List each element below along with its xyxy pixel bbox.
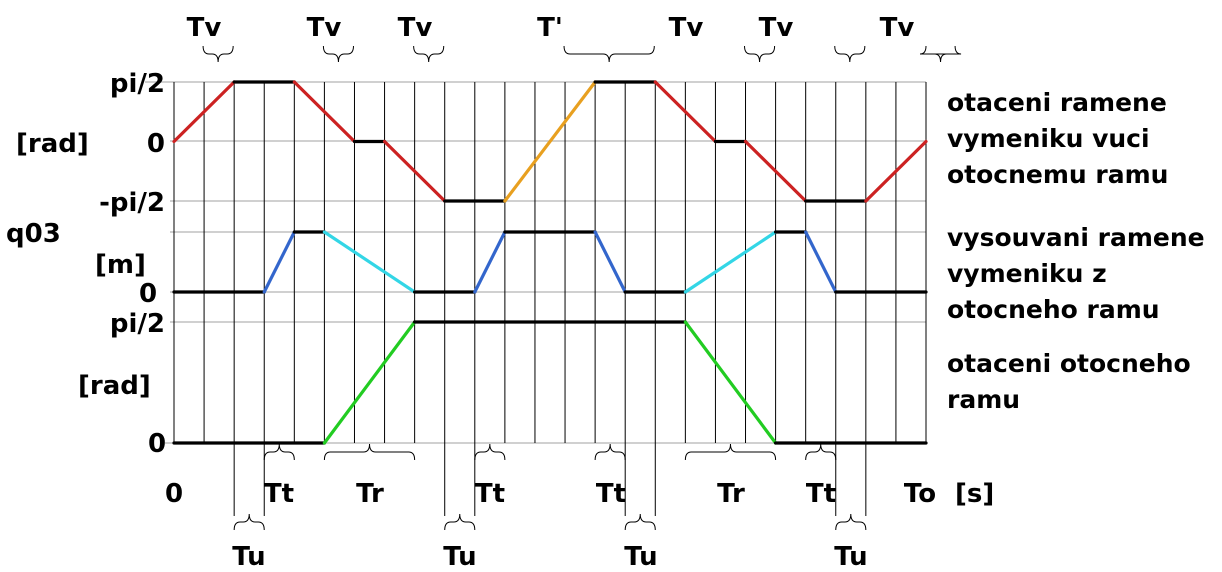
- bottom-interval-label: Tr: [717, 479, 745, 509]
- interval-brace: [835, 513, 867, 531]
- series-1-segment: [864, 139, 928, 203]
- series-1-segment: [382, 139, 447, 203]
- interval-brace: [233, 513, 265, 531]
- series-1-segment: [653, 80, 718, 144]
- interval-brace: [744, 45, 776, 63]
- low-interval-label: Tu: [232, 542, 265, 572]
- rotation-top-label: pi/2: [110, 69, 165, 99]
- top-interval-label: Tv: [880, 13, 915, 43]
- interval-brace: [263, 443, 295, 461]
- interval-brace: [594, 443, 626, 461]
- series-2-segment: [804, 230, 838, 294]
- x-unit-label: [s]: [955, 479, 994, 509]
- series-2-segment: [683, 230, 778, 294]
- interval-brace: [444, 513, 476, 531]
- interval-brace: [919, 45, 962, 63]
- rotation-unit-label: [rad]: [16, 129, 89, 159]
- extension-top-label: q03: [6, 219, 61, 249]
- interval-brace: [474, 443, 506, 461]
- series-2-segment: [473, 230, 507, 294]
- series-2-segment: [262, 230, 296, 294]
- bottom-interval-label: Tt: [475, 479, 505, 509]
- extension-unit-label: [m]: [95, 250, 146, 280]
- interval-brace: [684, 443, 777, 461]
- x-end-label: To: [904, 479, 936, 509]
- arm-zero-label: 0: [148, 429, 166, 459]
- arm-description: otaceni otocneho ramu: [947, 349, 1199, 414]
- bottom-interval-label: Tt: [264, 479, 294, 509]
- arm-top-label: pi/2: [110, 309, 165, 339]
- rotation-description: otaceni ramene vymeniku vuci otocnemu ra…: [947, 88, 1176, 189]
- series-3-segment: [683, 320, 778, 445]
- top-interval-label: T': [537, 13, 563, 43]
- top-interval-label: Tv: [307, 13, 342, 43]
- x-origin-label: 0: [165, 479, 183, 509]
- interval-brace: [322, 45, 354, 63]
- interval-brace: [624, 513, 656, 531]
- grid: [145, 81, 927, 444]
- rotation-zero-label: 0: [147, 129, 165, 159]
- series-1-segment: [292, 80, 357, 144]
- bottom-interval-label: Tt: [596, 479, 626, 509]
- interval-brace: [834, 45, 866, 63]
- series-2-segment: [322, 230, 417, 294]
- rotation-bottom-label: -pi/2: [99, 188, 165, 218]
- series-1-segment: [172, 80, 236, 144]
- interval-brace: [413, 45, 445, 63]
- interval-brace: [202, 45, 234, 63]
- interval-brace: [323, 443, 416, 461]
- series-1-segment: [503, 80, 597, 203]
- bottom-interval-label: Tt: [806, 479, 836, 509]
- bottom-interval-label: Tr: [356, 479, 384, 509]
- top-interval-label: Tv: [759, 13, 794, 43]
- series-1-segment: [743, 139, 808, 203]
- top-interval-label: Tv: [398, 13, 433, 43]
- interval-brace: [563, 45, 655, 63]
- low-interval-label: Tu: [443, 542, 476, 572]
- low-interval-label: Tu: [624, 542, 657, 572]
- extension-description: vysouvani ramene vymeniku z otocneho ram…: [947, 223, 1213, 324]
- interval-braces: [202, 45, 962, 531]
- arm-unit-label: [rad]: [78, 371, 151, 401]
- series-2-segment: [593, 230, 627, 294]
- series-3-segment: [322, 320, 417, 445]
- top-interval-label: Tv: [187, 13, 222, 43]
- traces: [172, 80, 928, 445]
- interval-brace: [805, 443, 837, 461]
- low-interval-label: Tu: [834, 542, 867, 572]
- extension-zero-label: 0: [139, 279, 157, 309]
- top-interval-label: Tv: [669, 13, 704, 43]
